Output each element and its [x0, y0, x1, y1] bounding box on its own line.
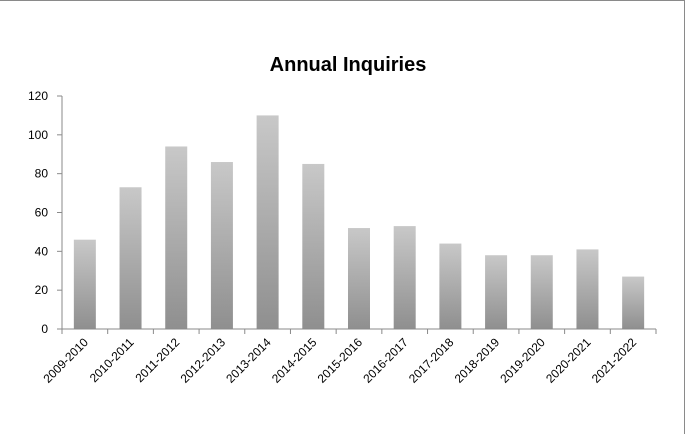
x-tick-label: 2020-2021 [543, 335, 594, 386]
x-tick-label: 2017-2018 [406, 335, 457, 386]
x-tick-label: 2018-2019 [452, 335, 503, 386]
bar [485, 255, 508, 329]
y-tick-label: 0 [41, 322, 48, 336]
y-axis: 0 20 40 60 80 100 120 [28, 89, 63, 336]
x-tick-label: 2011-2012 [133, 335, 183, 385]
x-tick-label: 2009-2010 [40, 335, 91, 386]
y-tick-label: 60 [35, 206, 49, 220]
x-tick-label: 2016-2017 [360, 335, 411, 386]
y-tick-label: 120 [28, 89, 48, 103]
bar [622, 276, 645, 329]
y-tick-label: 80 [35, 167, 49, 181]
bar [256, 115, 279, 330]
x-tick-label: 2014-2015 [269, 335, 320, 386]
y-tick-label: 20 [35, 283, 49, 297]
x-tick-label: 2015-2016 [315, 335, 366, 386]
bar [530, 255, 553, 329]
bar [73, 239, 96, 329]
y-tick-label: 100 [28, 128, 48, 142]
bar [165, 146, 188, 329]
bar [576, 249, 599, 329]
bar [119, 187, 142, 329]
bar [348, 228, 370, 329]
x-tick-label: 2019-2020 [497, 335, 548, 386]
bar [302, 163, 325, 329]
bar [393, 226, 416, 329]
x-axis: 2009-20102010-20112011-20122012-20132013… [40, 328, 657, 386]
x-tick-label: 2010-2011 [87, 335, 137, 385]
x-tick-label: 2021-2022 [589, 335, 640, 386]
bar [439, 243, 462, 329]
x-tick-label: 2013-2014 [223, 335, 274, 386]
bar [210, 162, 233, 329]
y-tick-label: 40 [35, 244, 49, 258]
x-tick-label: 2012-2013 [178, 335, 229, 386]
chart-title: Annual Inquiries [270, 54, 427, 76]
bars [73, 115, 645, 330]
